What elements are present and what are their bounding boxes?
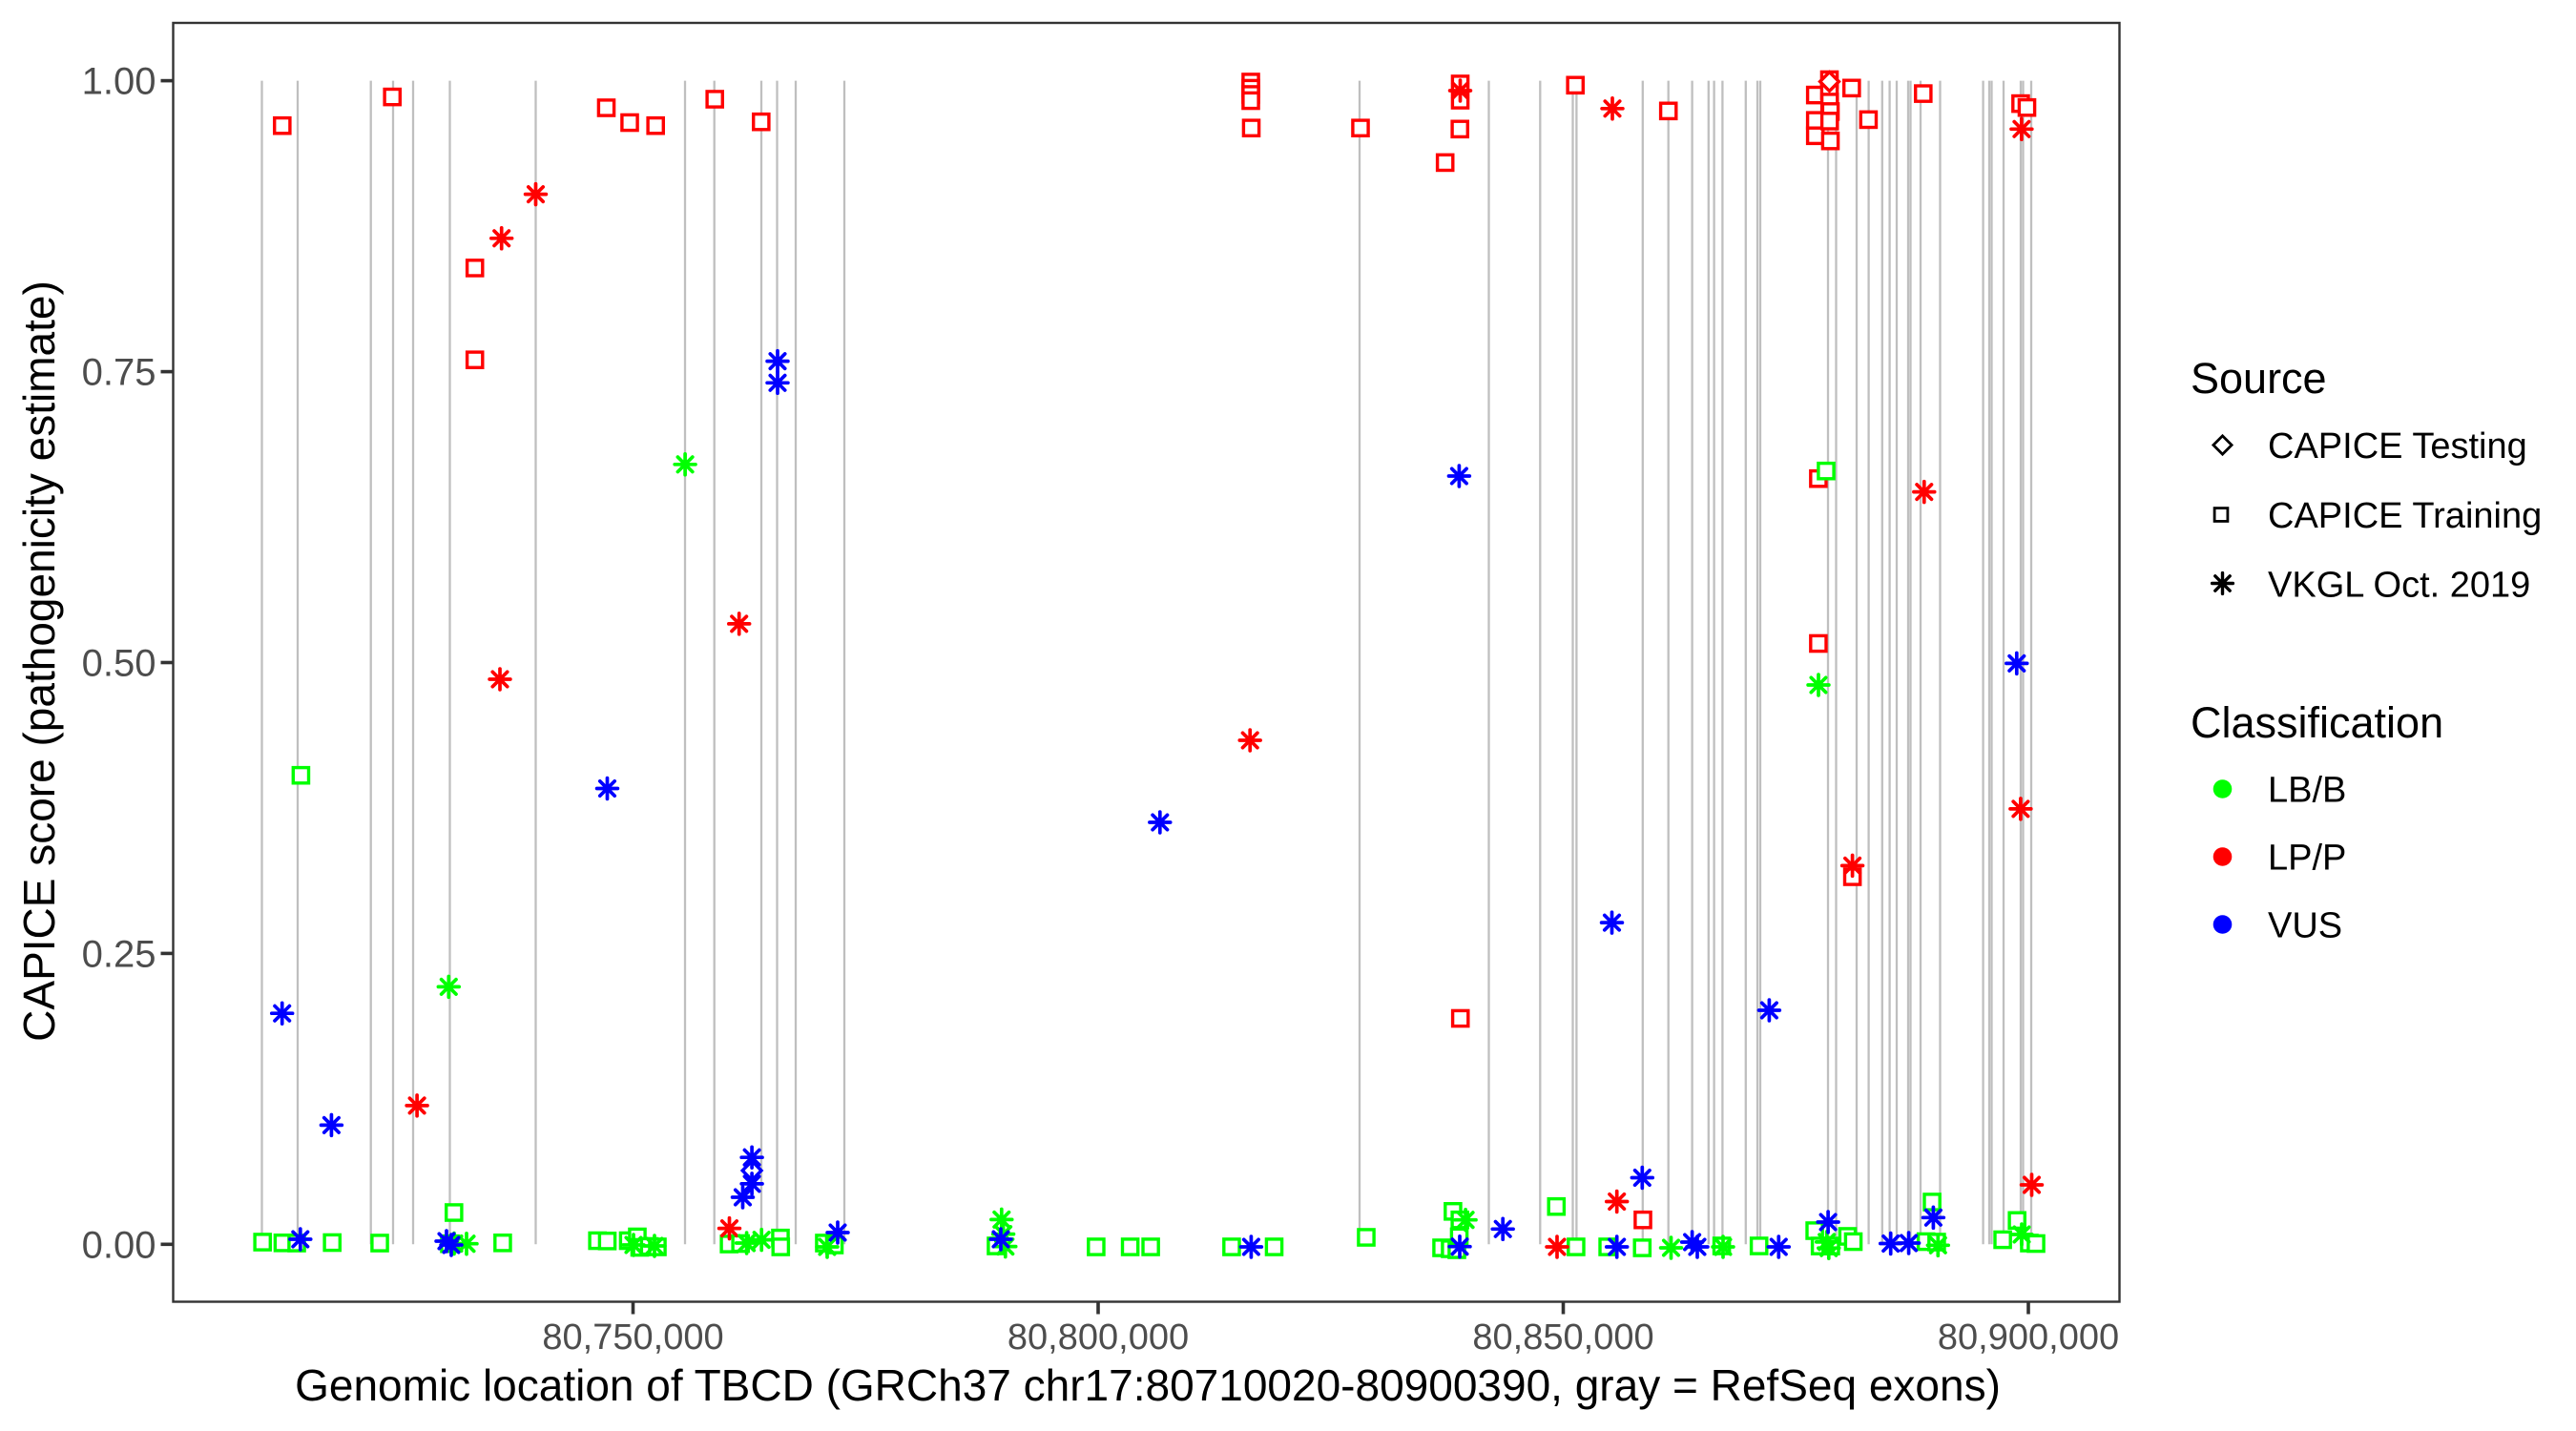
svg-text:Classification: Classification: [2191, 698, 2443, 747]
svg-text:0.00: 0.00: [82, 1224, 156, 1266]
svg-text:80,750,000: 80,750,000: [542, 1317, 723, 1358]
svg-text:CAPICE Training: CAPICE Training: [2268, 496, 2542, 536]
svg-text:80,800,000: 80,800,000: [1008, 1317, 1189, 1358]
svg-text:Source: Source: [2191, 354, 2327, 403]
svg-text:0.75: 0.75: [82, 352, 156, 394]
svg-text:CAPICE Testing: CAPICE Testing: [2268, 426, 2527, 467]
svg-text:0.25: 0.25: [82, 933, 156, 975]
svg-text:80,850,000: 80,850,000: [1472, 1317, 1653, 1358]
svg-text:0.50: 0.50: [82, 643, 156, 685]
svg-text:CAPICE score (pathogenicity es: CAPICE score (pathogenicity estimate): [14, 280, 64, 1042]
svg-text:VKGL Oct. 2019: VKGL Oct. 2019: [2268, 566, 2530, 606]
svg-text:VUS: VUS: [2268, 906, 2342, 946]
svg-text:LB/B: LB/B: [2268, 771, 2346, 811]
svg-text:LP/P: LP/P: [2268, 839, 2346, 879]
svg-text:80,900,000: 80,900,000: [1938, 1317, 2119, 1358]
svg-text:1.00: 1.00: [82, 61, 156, 103]
svg-text:Genomic location of TBCD (GRCh: Genomic location of TBCD (GRCh37 chr17:8…: [295, 1360, 2001, 1410]
